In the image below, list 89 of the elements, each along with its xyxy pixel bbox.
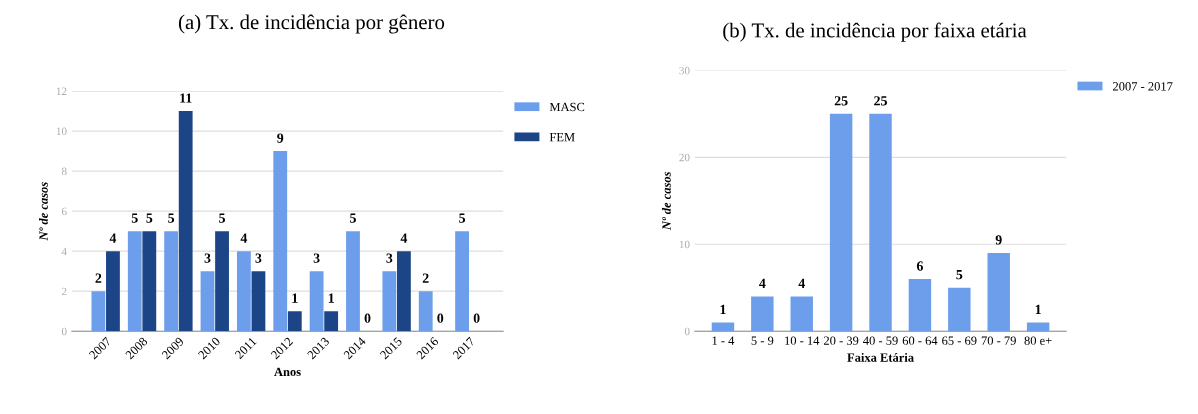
x-tick-label: 1 - 4 <box>712 336 735 345</box>
bar <box>142 231 157 332</box>
legend-label: FEM <box>549 133 575 142</box>
y-tick-label: 12 <box>56 87 67 95</box>
bar <box>91 291 106 332</box>
bar <box>273 151 288 332</box>
bar <box>178 111 193 332</box>
x-tick-label: 80 e+ <box>1024 336 1052 345</box>
y-tick-label: 4 <box>61 247 67 256</box>
bar <box>908 279 932 332</box>
data-label: 2 <box>95 273 102 283</box>
chart-title: (b) Tx. de incidência por faixa etária <box>723 22 1027 42</box>
data-label: 5 <box>350 213 356 223</box>
x-axis-title: Faixa Etária <box>847 352 914 362</box>
data-label: 1 <box>328 293 334 303</box>
y-tick-label: 0 <box>61 327 67 336</box>
data-label: 5 <box>168 213 175 223</box>
bar <box>869 113 892 332</box>
data-label: 0 <box>473 313 480 323</box>
data-label: 0 <box>364 313 371 323</box>
bar <box>1026 322 1050 332</box>
data-label: 5 <box>219 213 226 223</box>
data-label: 1 <box>1035 304 1041 314</box>
data-label: 25 <box>874 96 887 106</box>
y-tick-label: 8 <box>61 167 67 176</box>
data-label: 0 <box>437 313 444 323</box>
bar <box>251 271 266 332</box>
y-tick-label: 30 <box>679 66 690 75</box>
data-label: 5 <box>956 270 963 280</box>
legend-label: MASC <box>549 102 585 112</box>
bar <box>987 252 1010 332</box>
x-tick-label: 60 - 64 <box>902 336 938 345</box>
y-tick-label: 6 <box>61 207 67 216</box>
bar <box>164 231 179 332</box>
x-tick-label: 5 - 9 <box>751 336 774 345</box>
bar <box>287 311 302 332</box>
data-label: 2 <box>422 273 429 283</box>
x-tick-label: 40 - 59 <box>863 336 898 345</box>
bar <box>455 231 470 332</box>
x-tick-label: 2011 <box>234 336 257 360</box>
bar <box>418 291 433 332</box>
bar <box>790 296 813 332</box>
data-label: 9 <box>277 133 284 143</box>
bar <box>948 287 971 332</box>
data-label: 1 <box>720 304 726 314</box>
x-tick-label: 65 - 69 <box>942 336 977 345</box>
data-label: 4 <box>759 278 766 288</box>
y-tick-label: 2 <box>61 287 67 296</box>
legend-label: 2007 - 2017 <box>1113 82 1173 91</box>
bar <box>236 251 251 332</box>
data-label: 5 <box>146 213 153 223</box>
bar <box>829 113 853 332</box>
bar <box>346 231 360 332</box>
y-tick-label: 20 <box>679 153 690 162</box>
bar <box>382 271 397 332</box>
y-tick-label: 10 <box>679 240 690 249</box>
y-axis-title: Nº de casos <box>661 171 671 231</box>
bar <box>396 251 411 332</box>
data-label: 6 <box>916 261 923 271</box>
data-label: 3 <box>255 253 262 263</box>
x-tick-label: 20 - 39 <box>823 336 859 345</box>
data-label: 9 <box>995 235 1002 245</box>
data-label: 4 <box>240 233 248 243</box>
data-label: 5 <box>459 213 466 223</box>
data-label: 25 <box>834 96 848 106</box>
data-label: 4 <box>798 278 805 288</box>
bar <box>324 311 339 332</box>
data-label: 3 <box>313 253 320 263</box>
bar <box>215 231 229 332</box>
data-label: 4 <box>109 233 117 243</box>
y-tick-label: 10 <box>56 127 67 136</box>
bar <box>200 271 215 332</box>
x-tick-label: 70 - 79 <box>981 336 1016 345</box>
data-label: 4 <box>400 233 408 243</box>
x-tick-label: 10 - 14 <box>785 336 820 345</box>
x-axis-title: Anos <box>274 367 301 377</box>
y-axis-title: Nº de casos <box>39 182 48 241</box>
data-label: 1 <box>292 293 298 303</box>
bar <box>711 322 735 332</box>
y-tick-label: 0 <box>684 327 690 336</box>
data-label: 11 <box>180 93 192 103</box>
data-label: 3 <box>204 253 211 263</box>
bar <box>127 231 142 332</box>
bar <box>106 251 120 332</box>
chart-title: (a) Tx. de incidência por gênero <box>178 14 445 34</box>
bar <box>309 271 324 332</box>
bar <box>751 296 774 332</box>
data-label: 5 <box>131 213 138 223</box>
data-label: 3 <box>386 253 393 263</box>
